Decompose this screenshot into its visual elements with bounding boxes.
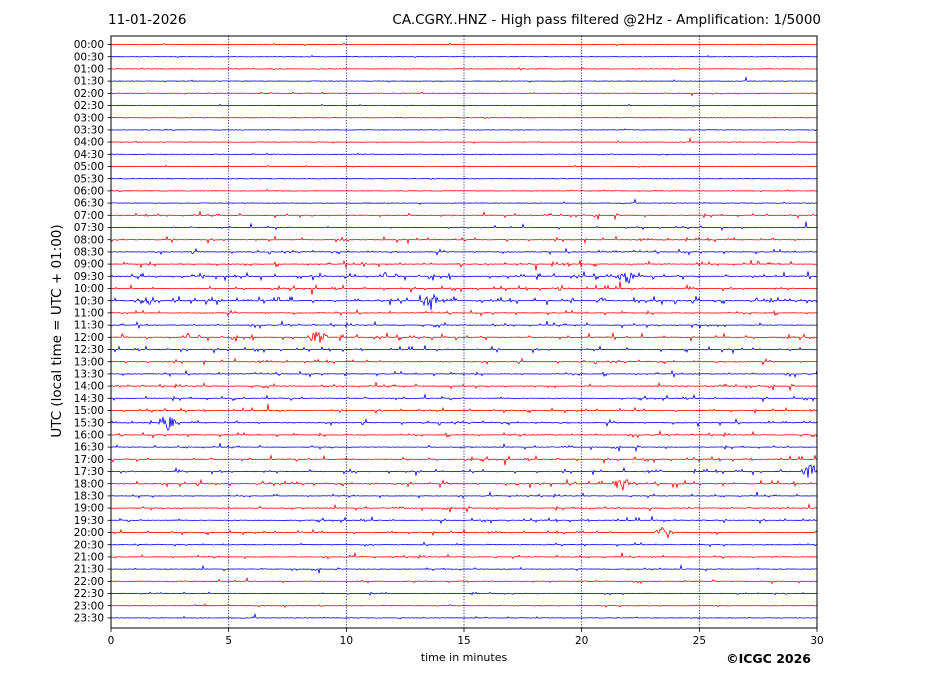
trace-row xyxy=(110,178,818,181)
trace-row xyxy=(110,137,818,144)
trace-row xyxy=(110,164,818,168)
y-tick-label: 10:00 xyxy=(74,283,104,295)
trace-row xyxy=(110,429,818,439)
y-tick-label: 05:30 xyxy=(74,173,104,185)
date-label: 11-01-2026 xyxy=(108,12,187,28)
y-tick-label: 10:30 xyxy=(74,295,104,307)
y-tick-label: 23:30 xyxy=(74,613,104,625)
y-tick-label: 09:00 xyxy=(74,259,104,271)
y-axis-ticks: 00:0000:3001:0001:3002:0002:3003:0003:30… xyxy=(74,39,111,625)
x-tick-label: 15 xyxy=(457,635,470,647)
y-tick-label: 15:30 xyxy=(74,417,104,429)
trace-row xyxy=(110,221,818,232)
x-axis-label: time in minutes xyxy=(420,651,508,664)
trace-row xyxy=(110,331,818,343)
y-tick-label: 11:00 xyxy=(74,308,104,320)
y-tick-label: 09:30 xyxy=(74,271,104,283)
trace-row xyxy=(110,235,818,245)
y-tick-label: 17:00 xyxy=(74,454,104,466)
y-tick-label: 08:00 xyxy=(74,234,104,246)
y-tick-label: 14:30 xyxy=(74,393,104,405)
y-tick-label: 21:00 xyxy=(74,552,104,564)
trace-row xyxy=(110,515,818,525)
trace-row xyxy=(110,442,818,453)
y-tick-label: 19:00 xyxy=(74,503,104,515)
trace-row xyxy=(111,502,818,514)
y-tick-label: 05:00 xyxy=(74,161,104,173)
y-axis-label: UTC (local time = UTC + 01:00) xyxy=(49,224,65,438)
chart-title: CA.CGRY..HNZ - High pass filtered @2Hz -… xyxy=(392,12,821,28)
trace-row xyxy=(110,198,818,205)
x-tick-label: 25 xyxy=(693,635,706,647)
y-tick-label: 08:30 xyxy=(74,247,104,259)
trace-row xyxy=(110,293,818,311)
y-tick-label: 07:30 xyxy=(74,222,104,234)
y-tick-label: 12:30 xyxy=(74,344,104,356)
y-tick-label: 15:00 xyxy=(74,405,104,417)
y-tick-label: 03:30 xyxy=(74,125,104,137)
trace-row xyxy=(110,403,818,415)
y-tick-label: 00:30 xyxy=(74,51,104,63)
y-tick-label: 21:30 xyxy=(74,564,104,576)
y-tick-label: 16:00 xyxy=(74,430,104,442)
x-tick-label: 5 xyxy=(225,635,232,647)
x-tick-label: 10 xyxy=(340,635,353,647)
y-tick-label: 02:00 xyxy=(74,88,104,100)
y-tick-label: 00:00 xyxy=(74,39,104,51)
y-tick-label: 12:00 xyxy=(74,332,104,344)
y-tick-label: 14:00 xyxy=(74,381,104,393)
y-tick-label: 06:00 xyxy=(74,186,104,198)
trace-row xyxy=(110,541,818,548)
x-tick-label: 30 xyxy=(810,635,823,647)
trace-row xyxy=(110,128,818,132)
y-tick-label: 07:00 xyxy=(74,210,104,222)
x-axis-ticks: 0 5 10 15 20 25 30 xyxy=(108,628,824,647)
y-tick-label: 11:30 xyxy=(74,320,104,332)
y-tick-label: 04:30 xyxy=(74,149,104,161)
y-tick-label: 01:30 xyxy=(74,76,104,88)
trace-row xyxy=(110,612,818,620)
plot-frame xyxy=(110,35,818,629)
y-tick-label: 13:00 xyxy=(74,356,104,368)
y-tick-label: 16:30 xyxy=(74,442,104,454)
y-tick-label: 22:00 xyxy=(74,576,104,588)
y-tick-label: 23:00 xyxy=(74,600,104,612)
y-tick-label: 22:30 xyxy=(74,588,104,600)
trace-row xyxy=(110,576,818,585)
y-tick-label: 04:00 xyxy=(74,137,104,149)
y-tick-label: 18:30 xyxy=(74,491,104,503)
y-tick-label: 18:00 xyxy=(74,478,104,490)
trace-row xyxy=(110,345,818,355)
copyright-label: ©ICGC 2026 xyxy=(726,651,811,666)
y-tick-label: 03:00 xyxy=(74,112,104,124)
trace-row xyxy=(110,464,818,478)
y-tick-label: 13:30 xyxy=(74,369,104,381)
y-tick-label: 20:00 xyxy=(74,527,104,539)
y-tick-label: 20:30 xyxy=(74,539,104,551)
x-tick-label: 0 xyxy=(108,635,115,647)
y-tick-label: 01:00 xyxy=(74,64,104,76)
y-tick-label: 19:30 xyxy=(74,515,104,527)
y-tick-label: 02:30 xyxy=(74,100,104,112)
trace-row xyxy=(110,369,818,378)
x-tick-label: 20 xyxy=(575,635,588,647)
vertical-grid xyxy=(228,36,700,628)
trace-row xyxy=(110,271,818,284)
trace-row xyxy=(110,103,818,107)
trace-row xyxy=(110,67,818,71)
y-tick-label: 06:30 xyxy=(74,198,104,210)
y-tick-label: 17:30 xyxy=(74,466,104,478)
trace-row xyxy=(110,563,818,574)
